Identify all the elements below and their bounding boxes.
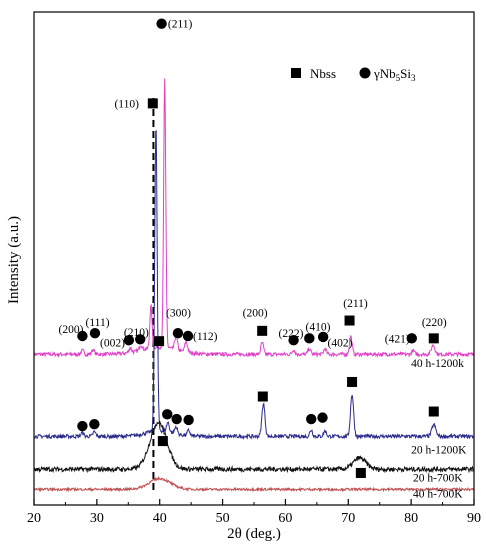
- legend-sub-3: 3: [411, 73, 416, 83]
- peak-label: (002): [100, 338, 125, 350]
- peak-label: (220): [422, 317, 447, 329]
- nb5si3-marker: [77, 420, 88, 432]
- x-tick-label: 30: [90, 511, 104, 526]
- nbss-marker: [257, 391, 268, 402]
- nb5si3-marker: [183, 414, 194, 426]
- nb5si3-marker: [156, 18, 167, 29]
- nbss-marker: [347, 376, 358, 387]
- nbss-marker: [147, 98, 158, 109]
- peak-label: (112): [193, 331, 218, 343]
- series-line-0: [33, 78, 475, 358]
- y-axis-title: Intensity (a.u.): [6, 216, 22, 304]
- x-tick-label: 50: [216, 511, 230, 526]
- series-line-2: [33, 420, 475, 474]
- peak-label: (211): [343, 298, 368, 310]
- x-axis-title: 2θ (deg.): [227, 526, 281, 542]
- nb5si3-marker: [288, 335, 299, 346]
- x-tick-label: 40: [153, 511, 167, 526]
- nbss-marker: [355, 467, 366, 478]
- plot-area: (211)(110)(200)(111)(002)(210)(300)(112)…: [33, 18, 475, 501]
- peak-label: (211): [168, 19, 193, 31]
- nb5si3-marker: [77, 330, 88, 342]
- series-line-3: [33, 475, 475, 493]
- nbss-marker: [428, 333, 439, 344]
- peak-label: (200): [243, 308, 268, 320]
- peak-label: (200): [59, 324, 84, 336]
- nb5si3-marker: [135, 334, 146, 345]
- nbss-marker: [154, 336, 165, 347]
- x-tick-label: 70: [341, 511, 355, 526]
- nb5si3-marker: [89, 418, 100, 430]
- legend-si: Si: [400, 66, 411, 81]
- nbss-marker: [428, 406, 439, 417]
- x-tick-label: 20: [27, 511, 41, 526]
- series-label: 40 h-700K: [413, 489, 463, 501]
- x-axis: 20 30 40 50 60 70 80 90: [27, 499, 481, 526]
- nb5si3-marker: [317, 412, 328, 423]
- series-line-1: [34, 129, 475, 440]
- nb5si3-marker: [304, 333, 315, 344]
- x-tick-label: 80: [404, 511, 418, 526]
- peak-label: (421): [385, 333, 410, 345]
- peak-label: (110): [114, 98, 139, 110]
- nb5si3-marker: [306, 413, 317, 425]
- plot-frame: [33, 11, 475, 506]
- nb5si3-marker: [172, 327, 184, 339]
- legend-gamma-nb: γNb: [373, 66, 396, 81]
- peak-label: (300): [166, 308, 191, 320]
- peak-label: (410): [306, 322, 331, 334]
- nb5si3-marker: [162, 409, 173, 420]
- nbss-marker: [157, 436, 168, 447]
- peak-label: (210): [124, 327, 149, 339]
- nbss-marker: [257, 325, 268, 336]
- legend-entry-nb5si3: γNb5Si3: [373, 66, 416, 83]
- legend-circle-marker: [359, 67, 371, 79]
- legend-sub-5: 5: [396, 73, 401, 83]
- nb5si3-marker: [182, 330, 194, 342]
- series-label: 40 h-1200k: [411, 358, 464, 370]
- series-label: 20 h-1200K: [411, 445, 467, 457]
- series-label: 20 h-700K: [413, 473, 463, 485]
- nb5si3-marker: [123, 335, 135, 346]
- peak-label: (111): [86, 317, 110, 329]
- legend-entry-nbss: Nbss: [310, 66, 336, 81]
- nb5si3-marker: [89, 327, 101, 339]
- peak-label: (402): [328, 338, 353, 350]
- legend: Nbss γNb5Si3: [291, 66, 416, 83]
- legend-square-marker: [291, 68, 301, 78]
- nb5si3-marker: [406, 333, 417, 344]
- nb5si3-marker: [171, 413, 182, 425]
- x-tick-label: 60: [278, 511, 292, 526]
- nb5si3-marker: [317, 331, 329, 343]
- x-tick-label: 90: [467, 511, 481, 526]
- peak-label: (222): [279, 328, 304, 340]
- nbss-marker: [344, 315, 355, 326]
